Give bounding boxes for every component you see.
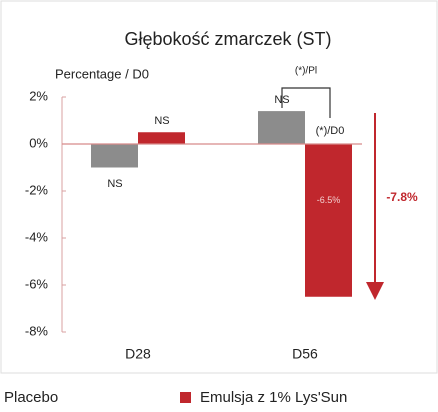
- y-tick-label: -4%: [25, 229, 49, 244]
- chart-title: Głębokość zmarczek (ST): [124, 29, 331, 49]
- annotation: NS: [107, 178, 122, 190]
- y-tick-label: 0%: [29, 135, 48, 150]
- bracket: [281, 87, 331, 118]
- bar: [305, 144, 352, 297]
- frame: [0, 0, 438, 374]
- annotation: NS: [274, 94, 289, 106]
- y-tick-label: -6%: [25, 276, 49, 291]
- annotation: -7.8%: [386, 190, 418, 204]
- y-tick-label: -2%: [25, 182, 49, 197]
- arrow-head: [366, 282, 384, 300]
- bar: [138, 132, 185, 144]
- y-tick-label: 2%: [29, 88, 48, 103]
- legend-label: Placebo: [4, 389, 58, 406]
- legend-label: Emulsja z 1% Lys'Sun: [200, 389, 347, 406]
- x-tick-label: D28: [125, 346, 151, 362]
- x-tick-label: D56: [292, 346, 318, 362]
- legend-swatch: [180, 392, 191, 403]
- y-axis-label: Percentage / D0: [55, 66, 149, 81]
- annotation: NS: [154, 115, 169, 127]
- value-label: -6.5%: [317, 195, 341, 205]
- annotation: (*)/Pl: [295, 66, 317, 77]
- y-tick-label: -8%: [25, 323, 49, 338]
- bar: [91, 144, 138, 168]
- annotation: (*)/D0: [316, 125, 345, 137]
- bar: [258, 111, 305, 144]
